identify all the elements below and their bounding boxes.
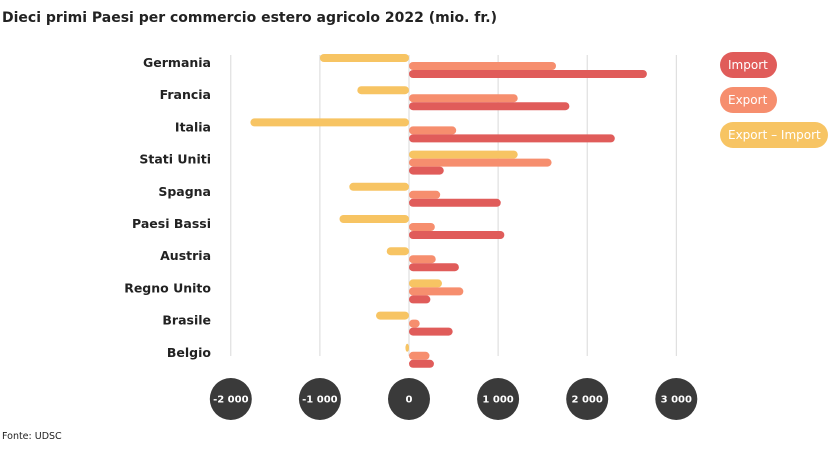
legend-label-import: Import [728, 58, 768, 72]
tick-badge-1-000 [298, 378, 341, 420]
bar-belgio-export [409, 351, 430, 360]
tick-label-0: 0 [406, 395, 413, 406]
bar-paesi-bassi-export [409, 223, 435, 231]
legend: Import Export Export – Import [720, 52, 828, 148]
legend-swatch-export [720, 87, 777, 113]
category-label-italia: Italia [175, 119, 211, 134]
bar-francia-export-import [357, 86, 409, 95]
bars [250, 54, 647, 368]
tick-badge-2-000 [209, 378, 252, 420]
bar-germania-import [409, 70, 647, 78]
bar-austria-export-import [386, 247, 409, 256]
bar-brasile-export [409, 319, 420, 328]
chart-title: Dieci primi Paesi per commercio estero a… [2, 10, 497, 26]
tick-badge-1-000 [477, 378, 520, 420]
bar-belgio-export-import [405, 343, 409, 352]
bar-germania-export [409, 62, 557, 70]
bar-italia-export-import [250, 118, 409, 127]
bar-paesi-bassi-import [409, 231, 505, 239]
category-label-stati-uniti: Stati Uniti [139, 152, 211, 167]
legend-swatch-export-import [720, 122, 828, 148]
tick-label-1-000: -1 000 [302, 395, 338, 406]
category-label-germania: Germania [143, 55, 211, 70]
category-label-spagna: Spagna [158, 184, 211, 199]
category-label-brasile: Brasile [162, 313, 211, 328]
bar-francia-import [409, 102, 570, 111]
tick-label-1-000: 1 000 [482, 395, 513, 406]
bar-spagna-export [409, 190, 441, 199]
bar-francia-export [409, 94, 518, 103]
tick-label-2-000: 2 000 [572, 395, 603, 406]
category-label-francia: Francia [160, 87, 211, 102]
x-axis-ticks: -2 000 -1 000 0 1 000 2 000 3 000 [209, 378, 698, 420]
bar-stati-uniti-export-import [409, 150, 518, 159]
legend-label-export-import: Export – Import [728, 128, 821, 142]
bar-austria-import [409, 263, 459, 272]
bar-germania-export-import [319, 54, 409, 62]
bar-stati-uniti-import [409, 166, 444, 175]
tick-label-3-000: 3 000 [661, 395, 692, 406]
bar-regno-unito-import [409, 295, 431, 304]
bar-belgio-import [409, 359, 434, 368]
category-label-austria: Austria [160, 248, 211, 263]
bar-paesi-bassi-export-import [339, 215, 409, 223]
tick-badge-3-000 [655, 378, 698, 420]
bar-brasile-import [409, 327, 453, 336]
bar-italia-export [409, 126, 457, 135]
bar-regno-unito-export [409, 287, 464, 296]
legend-swatch-import [720, 52, 777, 78]
category-label-paesi-bassi: Paesi Bassi [132, 216, 211, 231]
bar-austria-export [409, 255, 436, 264]
bar-spagna-export-import [349, 182, 409, 191]
tick-badge-0 [388, 378, 430, 420]
category-labels: Germania Francia Italia Stati Uniti Spagna Pa… [124, 55, 211, 360]
bar-regno-unito-export-import [409, 279, 442, 288]
bar-italia-import [409, 134, 615, 143]
source-note: Fonte: UDSC [2, 431, 62, 442]
category-label-regno-unito: Regno Unito [124, 280, 211, 295]
category-label-belgio: Belgio [167, 345, 212, 360]
bar-spagna-import [409, 198, 501, 207]
tick-badge-2-000 [566, 378, 609, 420]
bar-brasile-export-import [376, 311, 409, 320]
bar-stati-uniti-export [409, 158, 552, 167]
legend-label-export: Export [728, 93, 768, 107]
tick-label-2-000: -2 000 [213, 395, 249, 406]
